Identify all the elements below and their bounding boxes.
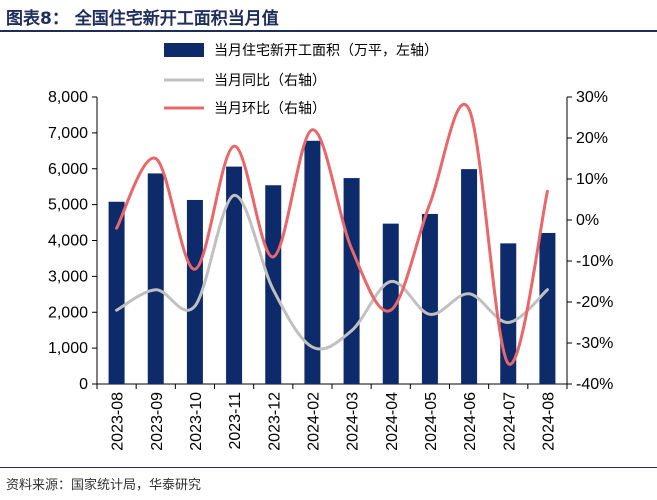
right-tick-label: -20% [576, 294, 613, 311]
x-tick-label: 2024-02 [305, 392, 322, 451]
right-tick-label: 20% [576, 130, 608, 147]
bar [147, 173, 164, 384]
footer-divider [0, 467, 657, 468]
x-tick-label: 2023-12 [266, 392, 283, 451]
bar [461, 169, 478, 384]
right-tick-label: -10% [576, 253, 613, 270]
x-tick-label: 2024-04 [384, 392, 401, 451]
x-tick-label: 2024-03 [345, 392, 362, 451]
x-tick-label: 2024-07 [501, 392, 518, 451]
left-tick-label: 0 [79, 376, 88, 393]
legend-label: 当月住宅新开工面积（万平，左轴） [214, 43, 438, 59]
x-tick-label: 2024-06 [462, 392, 479, 451]
left-tick-label: 4,000 [48, 233, 88, 250]
source-note: 资料来源：国家统计局，华泰研究 [6, 478, 202, 493]
x-tick-label: 2023-09 [149, 392, 166, 451]
bar-series [108, 140, 556, 384]
legend-label: 当月同比（右轴） [214, 73, 326, 89]
left-tick-label: 3,000 [48, 268, 88, 285]
x-tick-label: 2024-05 [423, 392, 440, 451]
left-tick-label: 6,000 [48, 161, 88, 178]
bar [265, 185, 282, 384]
right-tick-label: -40% [576, 376, 613, 393]
legend-label: 当月环比（右轴） [214, 101, 326, 117]
bar [421, 213, 438, 384]
bar [304, 140, 321, 384]
x-tick-label: 2023-08 [110, 392, 127, 451]
left-tick-label: 5,000 [48, 197, 88, 214]
line-series [115, 102, 549, 366]
bar [108, 201, 125, 384]
bar [382, 223, 399, 384]
chart-title: 图表8： 全国住宅新开工面积当月值 [6, 9, 279, 29]
legend-swatch-bar [164, 43, 204, 57]
mom-line [115, 102, 549, 366]
left-tick-label: 1,000 [48, 340, 88, 357]
chart-legend: 当月住宅新开工面积（万平，左轴） 当月同比（右轴） 当月环比（右轴） [164, 43, 438, 117]
x-tick-label: 2023-10 [188, 392, 205, 451]
right-tick-label: 10% [576, 171, 608, 188]
chart-axes: 0 1,000 2,000 3,000 4,000 5,000 6,000 7,000 8,00… [48, 89, 613, 451]
right-tick-label: 30% [576, 89, 608, 106]
left-tick-label: 2,000 [48, 304, 88, 321]
bar [226, 166, 243, 384]
right-tick-label: -30% [576, 335, 613, 352]
bar [186, 199, 203, 384]
left-tick-label: 8,000 [48, 89, 88, 106]
right-tick-label: 0% [576, 212, 599, 229]
bar [343, 178, 360, 384]
x-tick-label: 2023-11 [227, 392, 244, 450]
x-tick-label: 2024-08 [540, 392, 557, 451]
yoy-line [115, 193, 549, 351]
left-tick-label: 7,000 [48, 125, 88, 142]
bar [539, 232, 556, 384]
title-divider [0, 30, 657, 32]
